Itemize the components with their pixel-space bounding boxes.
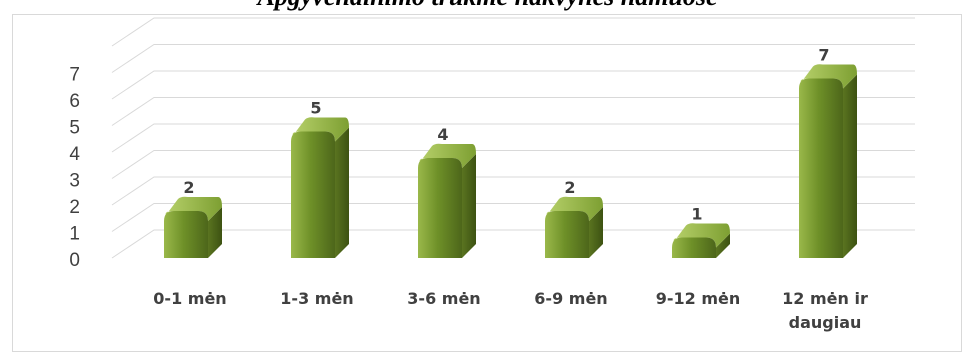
y-tick-label: 2: [69, 197, 80, 218]
data-label: 7: [818, 46, 829, 65]
gridline: [111, 176, 915, 206]
gridline: [111, 150, 915, 179]
data-label: 1: [691, 205, 702, 224]
gridline: [111, 17, 915, 47]
y-tick-label: 1: [69, 224, 80, 245]
gridline: [111, 44, 915, 73]
data-label: 5: [310, 99, 321, 118]
x-tick-label: 9-12 mėn: [656, 289, 741, 308]
bar: [291, 117, 349, 258]
gridline: [111, 70, 915, 100]
x-tick-label: 12 mėn ir daugiau: [782, 289, 868, 332]
gridline: [111, 203, 915, 232]
bar: [545, 196, 603, 258]
x-tick-label: 3-6 mėn: [407, 289, 480, 308]
x-tick-label: 6-9 mėn: [534, 289, 607, 308]
gridline: [111, 123, 915, 153]
y-tick-label: 7: [69, 65, 80, 86]
y-tick-label: 4: [69, 144, 80, 165]
x-tick-label: 1-3 mėn: [280, 289, 353, 308]
y-tick-label: 6: [69, 91, 80, 112]
bar: [799, 64, 857, 258]
gridline: [111, 97, 915, 126]
data-label: 4: [437, 125, 448, 144]
gridline: [111, 229, 915, 259]
data-label: 2: [564, 178, 575, 197]
bar: [418, 143, 476, 258]
data-label: 2: [183, 178, 194, 197]
y-tick-label: 0: [69, 250, 80, 271]
y-tick-label: 5: [69, 118, 80, 139]
x-tick-label: 0-1 mėn: [153, 289, 226, 308]
y-tick-label: 3: [69, 171, 80, 192]
bar: [164, 196, 222, 258]
chart-title: Apgyvendinimo trukmė nakvynės namuose: [0, 0, 975, 12]
bar: [672, 223, 730, 258]
